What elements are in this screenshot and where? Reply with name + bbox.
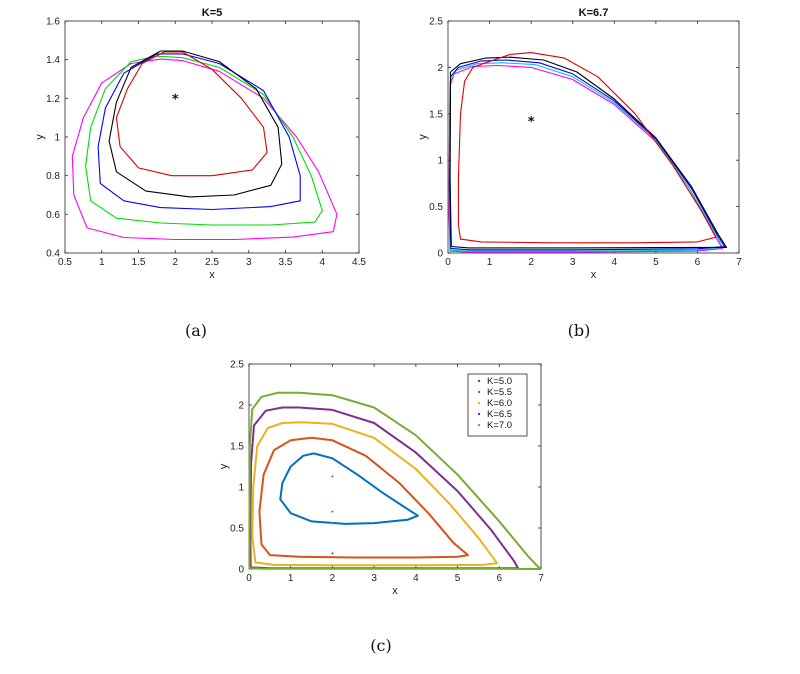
x-tick-label: 3 [570, 257, 576, 268]
x-tick-label: 4.5 [352, 257, 366, 268]
equilibrium-point [331, 522, 334, 525]
plot-area [64, 20, 360, 254]
series-line-5 [457, 52, 717, 244]
legend-box [467, 373, 528, 437]
caption-b: (b) [568, 321, 591, 340]
x-tick-label: 1 [487, 257, 493, 268]
y-tick-label: 0 [238, 565, 244, 576]
series-line-2 [85, 55, 323, 226]
y-tick-label: 2.5 [230, 360, 244, 371]
x-tick-label: 4 [319, 257, 325, 268]
y-tick-label: 2.5 [429, 17, 443, 28]
equilibrium-point [331, 552, 334, 555]
y-tick-label: 1.4 [46, 55, 60, 66]
y-tick-label: 1.5 [230, 442, 244, 453]
legend-label: K=5.0 [487, 376, 512, 387]
x-tick-label: 6 [497, 573, 503, 584]
x-tick-label: 3 [371, 573, 377, 584]
equilibrium-point [331, 475, 334, 478]
equilibrium-marker: * [172, 92, 179, 107]
x-tick-label: 2.5 [205, 257, 219, 268]
x-tick-label: 2 [330, 573, 336, 584]
legend-label: K=7.0 [487, 420, 512, 431]
x-tick-label: 1 [288, 573, 294, 584]
y-tick-label: 0 [437, 249, 443, 260]
x-tick-label: 4 [612, 257, 618, 268]
caption-c: (c) [370, 636, 391, 655]
x-axis-label: x [591, 269, 597, 281]
equilibrium-marker: * [528, 115, 535, 130]
x-axis-label: x [209, 269, 215, 281]
y-tick-label: 1 [437, 156, 443, 167]
series-line-5 [248, 391, 542, 570]
y-tick-label: 1 [238, 483, 244, 494]
y-tick-label: 2 [238, 401, 244, 412]
x-tick-label: 5 [455, 573, 461, 584]
series-line-2 [448, 62, 723, 252]
series-line-5 [115, 51, 268, 177]
y-tick-label: 1.5 [429, 109, 443, 120]
legend-marker [477, 379, 481, 383]
legend-label: K=6.5 [487, 409, 512, 420]
y-axis-label: y [417, 134, 429, 140]
legend-label: K=5.5 [487, 387, 512, 398]
x-tick-label: 1 [99, 257, 105, 268]
x-tick-label: 2 [172, 257, 178, 268]
legend-marker [477, 412, 481, 416]
chart-title: K=6.7 [579, 7, 609, 19]
plot-area [447, 20, 740, 254]
x-tick-label: 5 [653, 257, 659, 268]
legend-marker [477, 423, 481, 427]
y-tick-label: 2 [437, 63, 443, 74]
y-tick-label: 0.5 [429, 202, 443, 213]
legend-label: K=6.0 [487, 398, 512, 409]
x-tick-label: 3 [246, 257, 252, 268]
y-tick-label: 1 [54, 133, 60, 144]
x-tick-label: 4 [413, 573, 419, 584]
y-tick-label: 0.5 [230, 524, 244, 535]
legend-marker [477, 390, 481, 394]
y-tick-label: 0.4 [46, 249, 60, 260]
x-tick-label: 3.5 [279, 257, 293, 268]
chart-panel-c: 0 1 2 3 4 5 6 7 0 0.5 1 1.5 2 2.5 x y K=5.0K=5.5K=6.0K=6… [218, 360, 544, 598]
legend-marker [477, 401, 481, 405]
series-line-3 [97, 53, 301, 211]
x-tick-label: 1.5 [132, 257, 146, 268]
series-line-1 [279, 452, 419, 525]
series-line-4 [108, 50, 283, 198]
y-tick-label: 0.8 [46, 171, 60, 182]
y-tick-label: 1.2 [46, 94, 60, 105]
y-axis-label: y [34, 134, 46, 140]
x-tick-label: 2 [528, 257, 534, 268]
series-line-3 [449, 59, 726, 251]
x-axis-label: x [392, 585, 398, 597]
equilibrium-point [331, 510, 334, 513]
x-tick-label: 6 [695, 257, 701, 268]
x-tick-label: 7 [538, 573, 544, 584]
y-tick-label: 0.6 [46, 210, 60, 221]
x-tick-label: 0 [445, 257, 451, 268]
series-line-3 [251, 421, 499, 567]
caption-a: (a) [185, 321, 207, 340]
series-line-1 [71, 58, 338, 241]
x-tick-label: 0.5 [58, 257, 72, 268]
x-tick-label: 0 [246, 573, 252, 584]
chart-panel-b: 0 1 2 3 4 5 6 7 0 0.5 1 1.5 2 2.5 x y K=6.7 * [417, 7, 742, 281]
chart-title: K=5 [202, 7, 223, 19]
y-axis-label: y [218, 463, 230, 469]
chart-panel-a: 0.5 1 1.5 2 2.5 3 3.5 4 4.5 0.4 0.6 0.8 1 1.2 1.4 1.6 x y… [34, 7, 366, 281]
x-tick-label: 7 [736, 257, 742, 268]
y-tick-label: 1.6 [46, 17, 60, 28]
series-line-2 [258, 436, 469, 559]
